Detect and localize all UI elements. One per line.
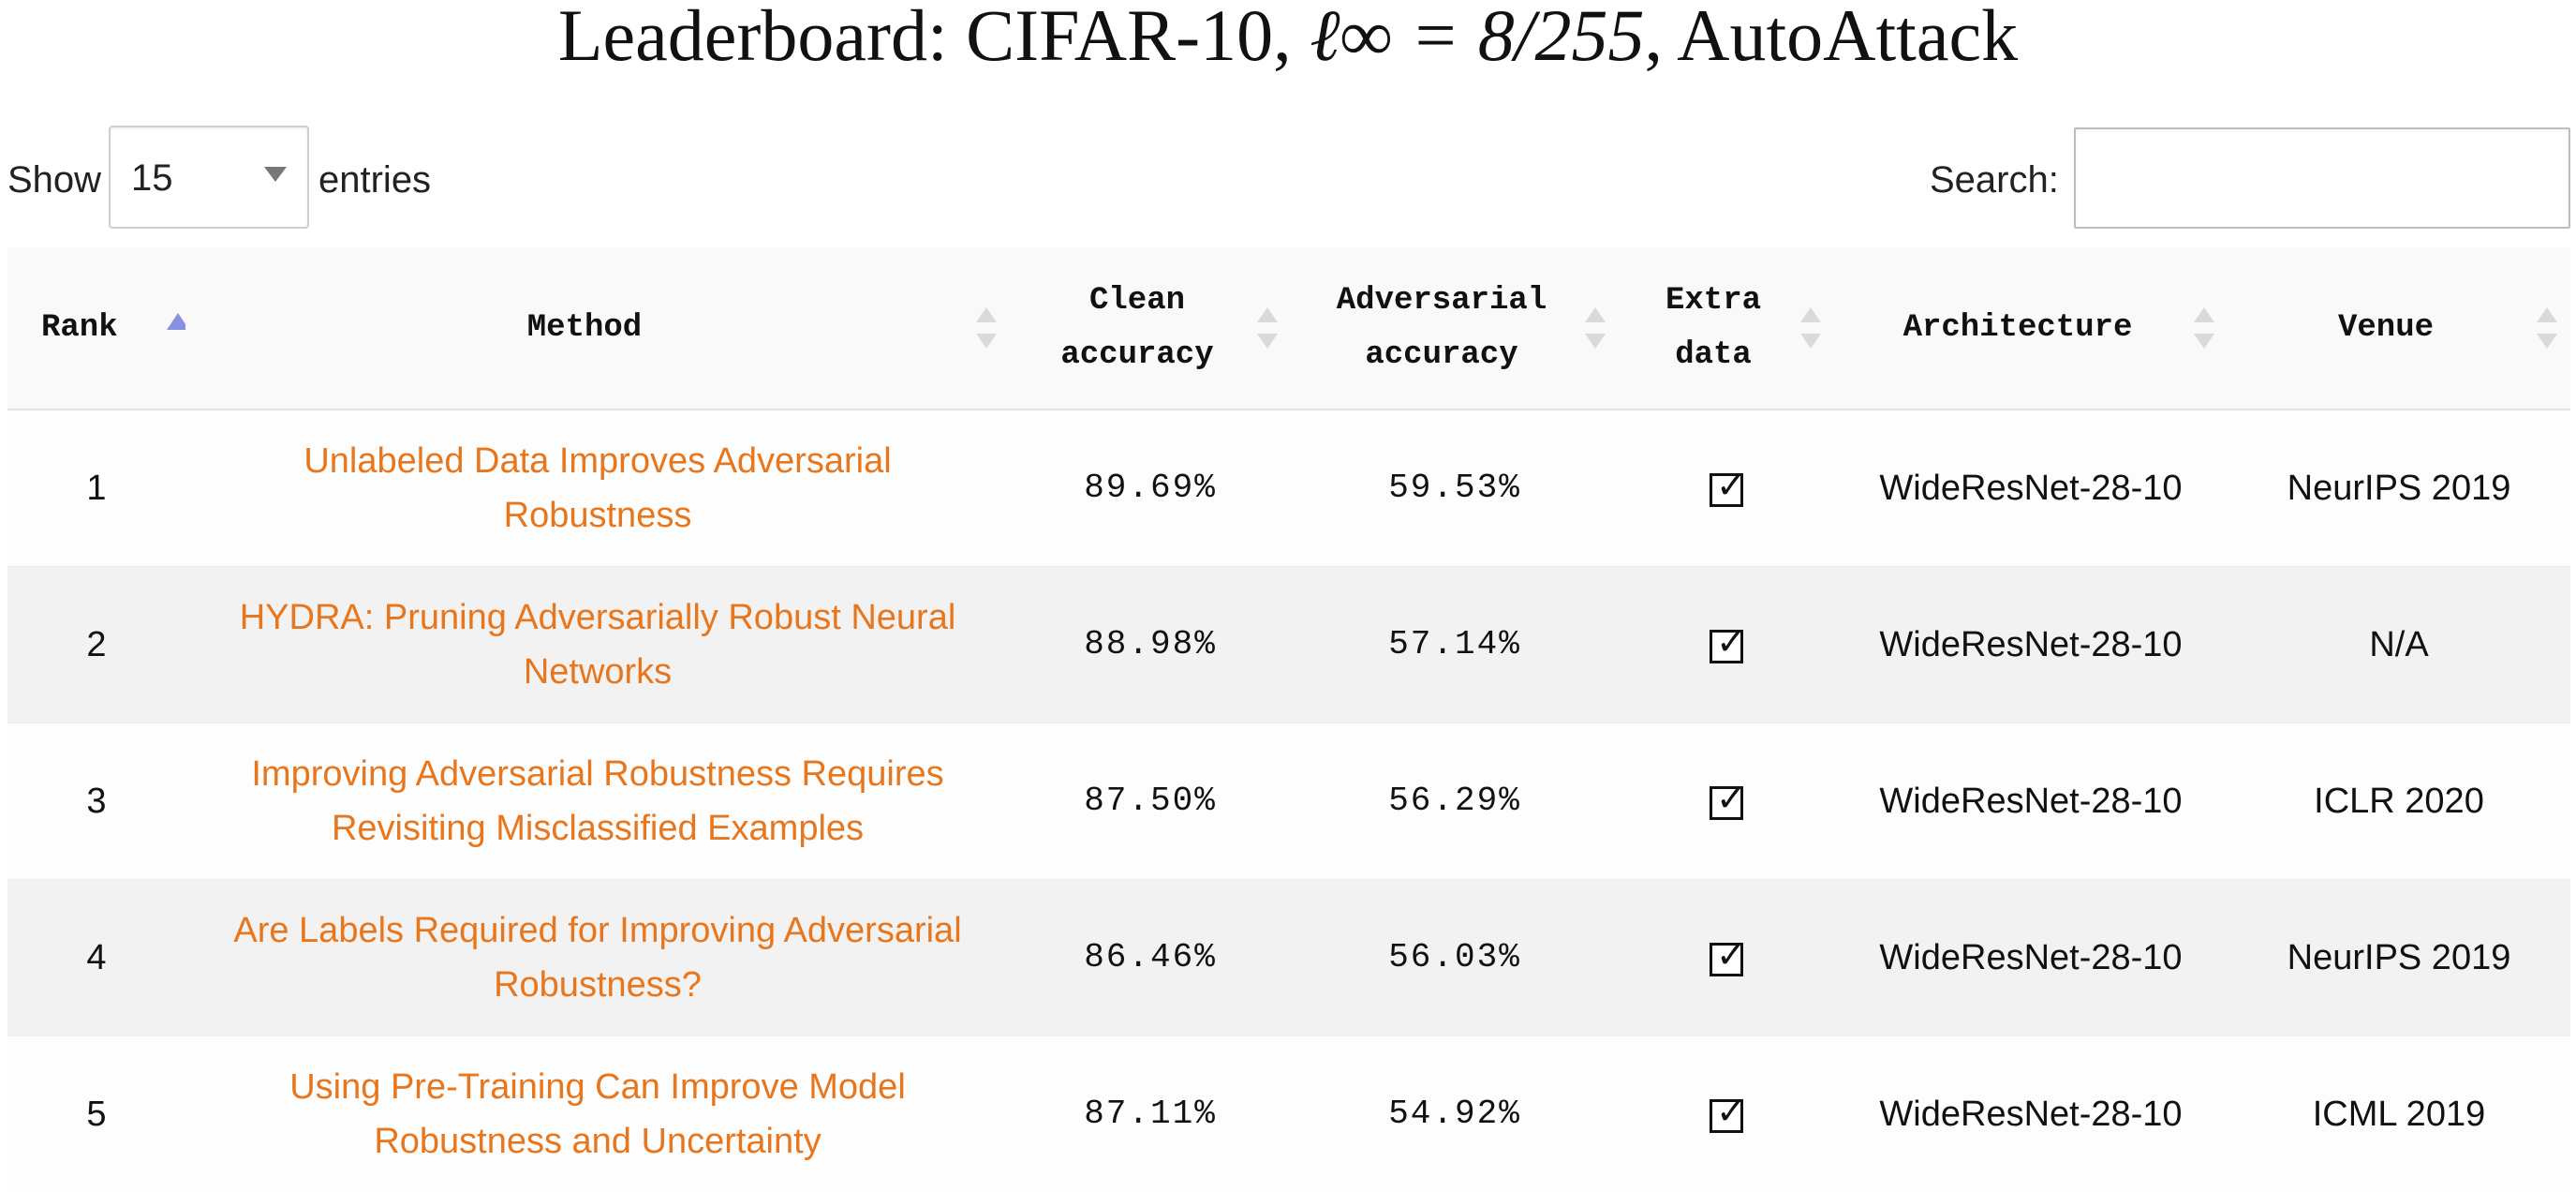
checkbox-checked-icon: ✓ [1710,943,1743,976]
cell-venue: ICML 2019 [2228,1036,2570,1192]
leaderboard-table: Rank Method Clean accuracy Adversarial a… [7,247,2570,1192]
cell-architecture: WideResNet-28-10 [1834,723,2228,880]
method-link[interactable]: HYDRA: Pruning Adversarially Robust Neur… [195,590,1000,699]
cell-method: Are Labels Required for Improving Advers… [185,880,1010,1036]
checkbox-checked-icon: ✓ [1710,630,1743,663]
column-header-label: Rank [41,310,118,346]
cell-venue: NeurIPS 2019 [2228,880,2570,1036]
method-link[interactable]: Using Pre-Training Can Improve Model Rob… [195,1060,1000,1169]
column-header-label: Extra data [1666,283,1761,373]
cell-clean-accuracy: 88.98% [1010,567,1291,723]
column-header-method[interactable]: Method [185,247,1010,410]
sort-both-icon [2194,307,2216,349]
cell-rank: 2 [7,567,185,723]
cell-adversarial-accuracy: 56.29% [1291,723,1619,880]
method-link[interactable]: Are Labels Required for Improving Advers… [195,903,1000,1012]
cell-rank: 1 [7,410,185,567]
page-size-value: 15 [131,157,173,199]
cell-clean-accuracy: 86.46% [1010,880,1291,1036]
table-header-row: Rank Method Clean accuracy Adversarial a… [7,247,2570,410]
table-row: 1 Unlabeled Data Improves Adversarial Ro… [7,410,2570,567]
method-link[interactable]: Unlabeled Data Improves Adversarial Robu… [195,434,1000,543]
cell-adversarial-accuracy: 57.14% [1291,567,1619,723]
table-row: 2 HYDRA: Pruning Adversarially Robust Ne… [7,567,2570,723]
cell-venue: ICLR 2020 [2228,723,2570,880]
cell-architecture: WideResNet-28-10 [1834,880,2228,1036]
cell-extra-data: ✓ [1619,1036,1834,1192]
sort-both-icon [1585,307,1607,349]
show-label: Show [7,159,101,201]
column-header-architecture[interactable]: Architecture [1834,247,2228,410]
column-header-rank[interactable]: Rank [7,247,185,410]
column-header-label: Venue [2338,310,2434,346]
search-label: Search: [1930,159,2059,201]
checkbox-checked-icon: ✓ [1710,473,1743,507]
column-header-venue[interactable]: Venue [2228,247,2570,410]
cell-rank: 5 [7,1036,185,1192]
title-prefix: Leaderboard: CIFAR-10, [558,0,1310,76]
column-header-clean-accuracy[interactable]: Clean accuracy [1010,247,1291,410]
cell-rank: 3 [7,723,185,880]
column-header-adversarial-accuracy[interactable]: Adversarial accuracy [1291,247,1619,410]
check-mark: ✓ [1716,1093,1746,1130]
cell-method: HYDRA: Pruning Adversarially Robust Neur… [185,567,1010,723]
method-link[interactable]: Improving Adversarial Robustness Require… [195,747,1000,856]
cell-architecture: WideResNet-28-10 [1834,567,2228,723]
cell-venue: NeurIPS 2019 [2228,410,2570,567]
cell-method: Using Pre-Training Can Improve Model Rob… [185,1036,1010,1192]
cell-method: Improving Adversarial Robustness Require… [185,723,1010,880]
checkbox-checked-icon: ✓ [1710,1099,1743,1133]
table-row: 5 Using Pre-Training Can Improve Model R… [7,1036,2570,1192]
check-mark: ✓ [1716,467,1746,504]
table-row: 4 Are Labels Required for Improving Adve… [7,880,2570,1036]
sort-both-icon [2537,307,2559,349]
column-header-label: Adversarial accuracy [1337,283,1547,373]
cell-extra-data: ✓ [1619,723,1834,880]
cell-extra-data: ✓ [1619,567,1834,723]
sort-both-icon [1257,307,1280,349]
table-row: 3 Improving Adversarial Robustness Requi… [7,723,2570,880]
cell-method: Unlabeled Data Improves Adversarial Robu… [185,410,1010,567]
cell-extra-data: ✓ [1619,880,1834,1036]
cell-clean-accuracy: 87.11% [1010,1036,1291,1192]
page-title: Leaderboard: CIFAR-10, ℓ∞ = 8/255, AutoA… [0,0,2576,73]
cell-adversarial-accuracy: 54.92% [1291,1036,1619,1192]
check-mark: ✓ [1716,780,1746,817]
cell-architecture: WideResNet-28-10 [1834,410,2228,567]
cell-clean-accuracy: 87.50% [1010,723,1291,880]
search-input[interactable] [2074,127,2570,229]
check-mark: ✓ [1716,623,1746,661]
cell-adversarial-accuracy: 56.03% [1291,880,1619,1036]
column-header-label: Method [527,310,642,346]
column-header-label: Architecture [1903,310,2133,346]
cell-architecture: WideResNet-28-10 [1834,1036,2228,1192]
check-mark: ✓ [1716,936,1746,974]
cell-extra-data: ✓ [1619,410,1834,567]
cell-adversarial-accuracy: 59.53% [1291,410,1619,567]
title-math: ℓ∞ = 8/255 [1310,0,1644,76]
column-header-extra-data[interactable]: Extra data [1619,247,1834,410]
entries-label: entries [318,159,431,201]
cell-venue: N/A [2228,567,2570,723]
dropdown-arrow-icon [264,167,287,182]
title-suffix: , AutoAttack [1644,0,2018,76]
table-controls: Show 15 entries Search: [0,126,2576,231]
sort-both-icon [1800,307,1823,349]
sort-both-icon [976,307,999,349]
cell-clean-accuracy: 89.69% [1010,410,1291,567]
page-size-select[interactable]: 15 [109,126,309,229]
column-header-label: Clean accuracy [1060,283,1213,373]
cell-rank: 4 [7,880,185,1036]
checkbox-checked-icon: ✓ [1710,786,1743,820]
